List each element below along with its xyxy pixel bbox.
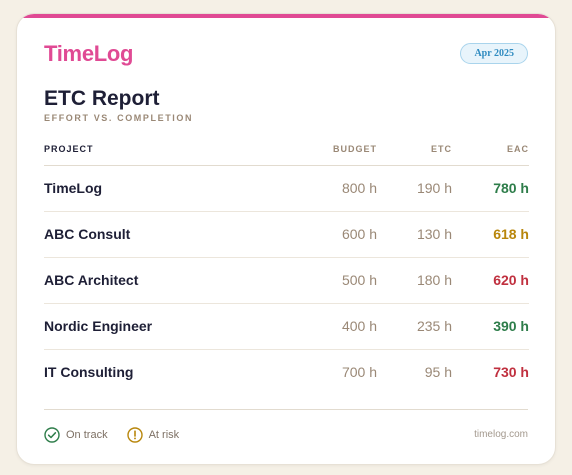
- etc-value: 235 h: [416, 318, 452, 334]
- project-name: IT Consulting: [44, 364, 134, 380]
- warning-circle-icon: [126, 427, 143, 443]
- table-row: IT Consulting 700 h 95 h 730 h: [44, 350, 529, 395]
- budget-value: 700 h: [341, 364, 377, 380]
- project-name: ABC Architect: [44, 272, 139, 288]
- eac-value: 780 h: [493, 180, 529, 196]
- legend-at-risk-label: At risk: [148, 429, 180, 441]
- accent-bar: [17, 14, 555, 18]
- status-legend: On track At risk: [44, 427, 198, 443]
- period-badge: Apr 2025: [460, 43, 528, 64]
- project-name: ABC Consult: [44, 226, 131, 242]
- budget-value: 500 h: [341, 272, 377, 288]
- legend-on-track: On track: [44, 427, 108, 443]
- table-row: ABC Consult 600 h 130 h 618 h: [44, 212, 529, 258]
- eac-value: 620 h: [493, 272, 529, 288]
- footer-divider: [44, 409, 528, 410]
- legend-at-risk: At risk: [126, 427, 180, 443]
- etc-value: 130 h: [416, 226, 452, 242]
- check-circle-icon: [44, 427, 60, 443]
- table-row: Nordic Engineer 400 h 235 h 390 h: [44, 304, 529, 350]
- budget-value: 600 h: [341, 226, 377, 242]
- table-row: ABC Architect 500 h 180 h 620 h: [44, 258, 529, 304]
- budget-value: 800 h: [341, 180, 377, 196]
- project-name: TimeLog: [44, 180, 103, 196]
- brand-logo: TimeLog: [44, 41, 134, 66]
- header-budget: BUDGET: [333, 144, 377, 154]
- header-eac: EAC: [506, 144, 529, 154]
- etc-table: PROJECT BUDGET ETC EAC TimeLog 800 h 190…: [44, 138, 529, 395]
- report-subtitle: EFFORT VS. COMPLETION: [44, 113, 194, 123]
- header-etc: ETC: [431, 144, 452, 154]
- footer-site: timelog.com: [474, 429, 528, 440]
- etc-report-card: TimeLog Apr 2025 ETC Report EFFORT VS. C…: [16, 13, 556, 465]
- etc-value: 95 h: [424, 364, 452, 380]
- table-row: TimeLog 800 h 190 h 780 h: [44, 166, 529, 212]
- eac-value: 390 h: [493, 318, 529, 334]
- report-title: ETC Report: [44, 87, 160, 110]
- eac-value: 618 h: [493, 226, 529, 242]
- etc-value: 180 h: [416, 272, 452, 288]
- eac-value: 730 h: [493, 364, 529, 380]
- table-header: PROJECT BUDGET ETC EAC: [44, 138, 529, 166]
- budget-value: 400 h: [341, 318, 377, 334]
- project-name: Nordic Engineer: [44, 318, 153, 334]
- header-project: PROJECT: [44, 144, 94, 154]
- etc-value: 190 h: [416, 180, 452, 196]
- legend-on-track-label: On track: [66, 429, 108, 441]
